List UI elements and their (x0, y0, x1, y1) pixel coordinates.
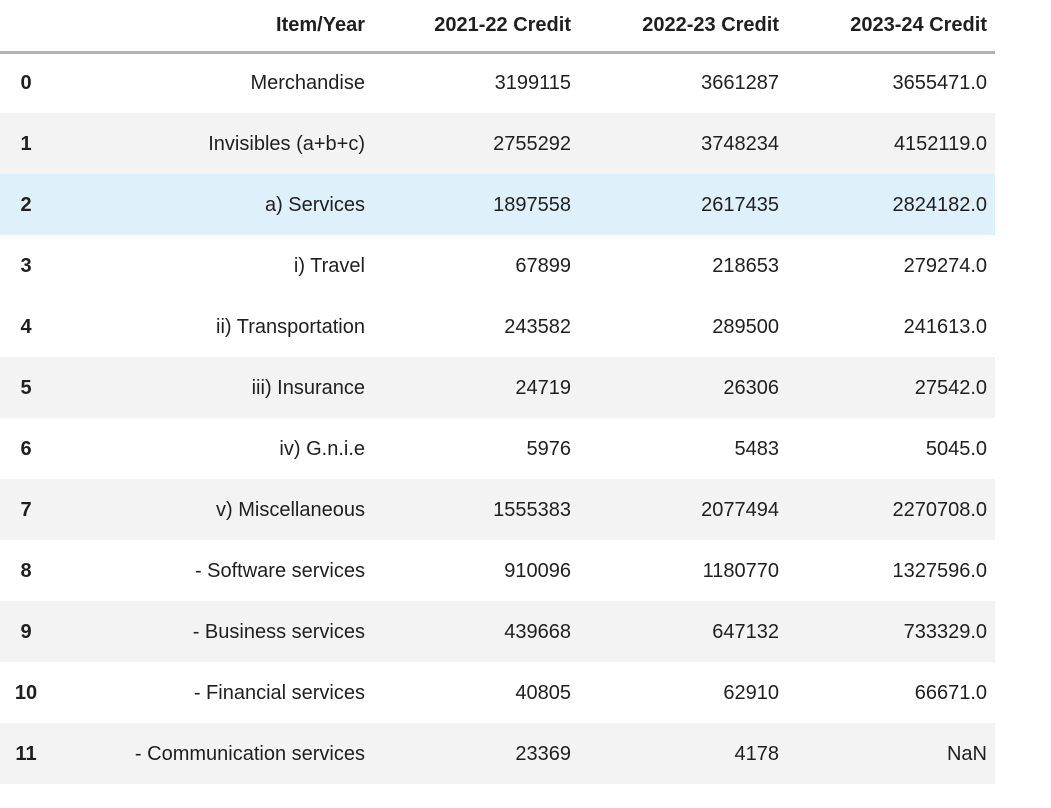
cell-value-2023-24 Credit: 1327596.0 (892, 559, 987, 582)
row-index: 9 (20, 620, 32, 643)
cell-value-2023-24 Credit: 279274.0 (903, 254, 987, 277)
cell-value-2021-22 Credit: 2755292 (493, 132, 571, 155)
cell-item: - Communication services (134, 742, 365, 765)
row-index: 6 (20, 437, 32, 460)
cell-value-2023-24 Credit: 27542.0 (914, 376, 987, 399)
row-index: 3 (20, 254, 32, 277)
column-header-2021-22-credit: 2021-22 Credit (373, 0, 579, 54)
cell-value-2023-24 Credit: 241613.0 (903, 315, 987, 338)
cell-value-2023-24 Credit: NaN (946, 742, 987, 765)
table-row: 5 iii) Insurance 24719 26306 27542.0 (0, 357, 995, 418)
cell-value-2021-22 Credit: 3199115 (494, 72, 571, 95)
cell-item: i) Travel (293, 254, 365, 277)
cell-value-2022-23 Credit: 62910 (723, 681, 779, 704)
table-row: 7 v) Miscellaneous 1555383 2077494 2270708.0 (0, 479, 995, 540)
cell-value-2023-24 Credit: 2270708.0 (892, 498, 987, 521)
table-row: 10 - Financial services 40805 62910 66671.0 (0, 662, 995, 723)
cell-value-2022-23 Credit: 647132 (712, 620, 779, 643)
table-row: 3 i) Travel 67899 218653 279274.0 (0, 235, 995, 296)
column-header-item-year: Item/Year (52, 0, 373, 54)
cell-value-2023-24 Credit: 66671.0 (914, 681, 987, 704)
table-row: 4 ii) Transportation 243582 289500 241613.0 (0, 296, 995, 357)
table-row: 11 - Communication services 23369 4178 NaN (0, 723, 995, 784)
cell-value-2023-24 Credit: 2824182.0 (892, 193, 987, 216)
cell-item: - Financial services (193, 681, 365, 704)
cell-item: iii) Insurance (251, 376, 365, 399)
cell-item: v) Miscellaneous (216, 498, 365, 521)
table-row: 6 iv) G.n.i.e 5976 5483 5045.0 (0, 418, 995, 479)
cell-item: a) Services (264, 193, 365, 216)
cell-value-2022-23 Credit: 3661287 (701, 72, 779, 95)
cell-value-2022-23 Credit: 3748234 (701, 132, 779, 155)
row-index: 7 (20, 498, 32, 521)
cell-value-2021-22 Credit: 439668 (504, 620, 571, 643)
header-row: Item/Year 2021-22 Credit 2022-23 Credit … (0, 0, 995, 54)
cell-value-2023-24 Credit: 5045.0 (925, 437, 987, 460)
cell-value-2023-24 Credit: 733329.0 (903, 620, 987, 643)
row-index: 4 (20, 315, 32, 338)
row-index: 8 (20, 559, 32, 582)
cell-item: ii) Transportation (216, 315, 365, 338)
cell-item: - Software services (194, 559, 365, 582)
row-index: 0 (20, 72, 32, 95)
row-index: 1 (20, 132, 32, 155)
cell-item: iv) G.n.i.e (279, 437, 365, 460)
cell-value-2022-23 Credit: 5483 (734, 437, 780, 460)
cell-value-2021-22 Credit: 243582 (504, 315, 571, 338)
row-index: 2 (20, 193, 32, 216)
cell-value-2021-22 Credit: 23369 (515, 742, 571, 765)
row-index: 11 (15, 742, 37, 765)
cell-value-2022-23 Credit: 2617435 (701, 193, 779, 216)
cell-item: Invisibles (a+b+c) (208, 132, 365, 155)
cell-value-2023-24 Credit: 3655471.0 (892, 72, 987, 95)
cell-value-2021-22 Credit: 1555383 (493, 498, 571, 521)
cell-value-2022-23 Credit: 2077494 (701, 498, 779, 521)
cell-value-2021-22 Credit: 24719 (515, 376, 571, 399)
cell-value-2022-23 Credit: 26306 (723, 376, 779, 399)
table-row: 0 Merchandise 3199115 3661287 3655471.0 (0, 52, 995, 113)
cell-value-2022-23 Credit: 1180770 (702, 559, 779, 582)
cell-value-2022-23 Credit: 218653 (712, 254, 779, 277)
table-body: 0 Merchandise 3199115 3661287 3655471.0 1 Invi… (0, 52, 995, 784)
row-index: 5 (20, 376, 32, 399)
cell-value-2021-22 Credit: 67899 (515, 254, 571, 277)
column-header-2022-23-credit: 2022-23 Credit (579, 0, 787, 54)
table-row: 2 a) Services 1897558 2617435 2824182.0 (0, 174, 995, 235)
table-row: 8 - Software services 910096 1180770 1327596… (0, 540, 995, 601)
cell-item: - Business services (192, 620, 365, 643)
cell-value-2022-23 Credit: 289500 (712, 315, 779, 338)
row-index: 10 (14, 681, 38, 704)
credit-data-table: Item/Year 2021-22 Credit 2022-23 Credit … (0, 0, 995, 784)
cell-value-2021-22 Credit: 1897558 (493, 193, 571, 216)
table-header: Item/Year 2021-22 Credit 2022-23 Credit … (0, 0, 995, 54)
cell-value-2021-22 Credit: 40805 (515, 681, 571, 704)
cell-value-2022-23 Credit: 4178 (734, 742, 780, 765)
cell-value-2021-22 Credit: 5976 (526, 437, 572, 460)
cell-value-2023-24 Credit: 4152119.0 (893, 132, 987, 155)
index-corner-cell (0, 0, 52, 54)
table-row: 9 - Business services 439668 647132 733329.0 (0, 601, 995, 662)
column-header-2023-24-credit: 2023-24 Credit (787, 0, 995, 54)
table-row: 1 Invisibles (a+b+c) 2755292 3748234 4152119… (0, 113, 995, 174)
cell-value-2021-22 Credit: 910096 (504, 559, 571, 582)
cell-item: Merchandise (250, 72, 365, 95)
